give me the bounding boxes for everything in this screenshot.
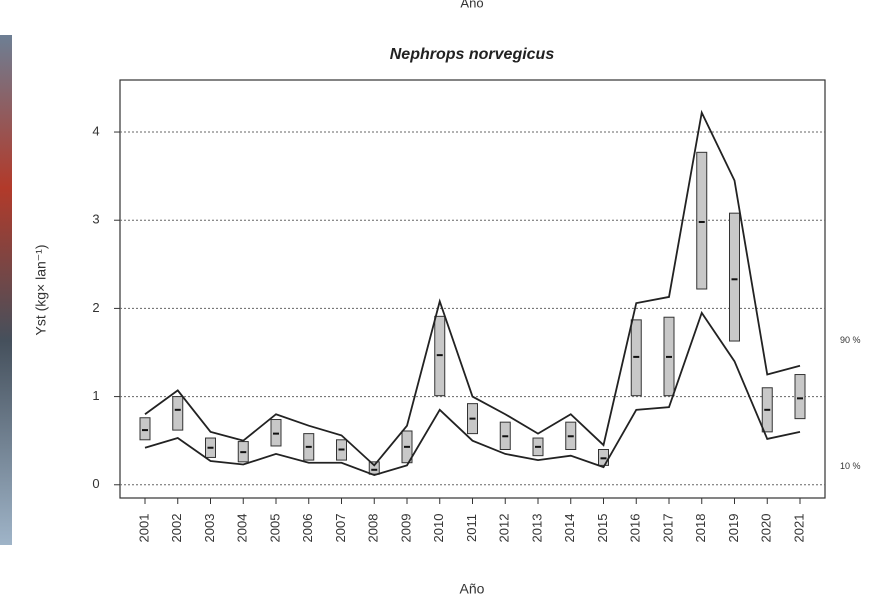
x-tick-label: 2003 (202, 514, 217, 543)
y-tick-label: 3 (92, 212, 99, 227)
legend-label: 10 % (840, 461, 861, 471)
range-box (795, 375, 805, 419)
x-tick-label: 2008 (366, 514, 381, 543)
x-tick-label: 2013 (529, 514, 544, 543)
x-tick-label: 2004 (235, 514, 250, 543)
x-tick-label: 2020 (759, 514, 774, 543)
x-tick-label: 2017 (660, 514, 675, 543)
x-tick-label: 2018 (693, 514, 708, 543)
x-tick-label: 2021 (791, 514, 806, 543)
x-tick-label: 2009 (398, 514, 413, 543)
x-tick-label: 2012 (497, 514, 512, 543)
x-tick-label: 2010 (431, 514, 446, 543)
legend-label: 90 % (840, 335, 861, 345)
x-tick-label: 2015 (595, 514, 610, 543)
range-box (730, 213, 740, 341)
y-tick-label: 1 (92, 388, 99, 403)
x-tick-label: 2006 (300, 514, 315, 543)
range-box (140, 418, 150, 440)
y-tick-label: 2 (92, 300, 99, 315)
photo-strip (0, 35, 12, 545)
chart-title: Nephrops norvegicus (390, 46, 555, 63)
range-box (369, 462, 379, 474)
x-tick-label: 2014 (562, 514, 577, 543)
x-tick-label: 2016 (628, 514, 643, 543)
x-tick-label: 2002 (169, 514, 184, 543)
range-box (173, 397, 183, 431)
x-tick-label: 2019 (726, 514, 741, 543)
range-box (697, 152, 707, 289)
header-fragment: Año (460, 0, 483, 10)
x-axis-label: Año (460, 581, 485, 597)
x-tick-label: 2007 (333, 514, 348, 543)
y-tick-label: 0 (92, 476, 99, 491)
x-tick-label: 2005 (267, 514, 282, 543)
y-tick-label: 4 (92, 123, 99, 138)
y-axis-label: Yst (kg× lan⁻¹) (33, 244, 49, 335)
x-tick-label: 2001 (136, 514, 151, 543)
chart: Año Nephrops norvegicus Año Yst (kg× lan… (0, 0, 884, 606)
x-tick-label: 2011 (464, 514, 479, 542)
